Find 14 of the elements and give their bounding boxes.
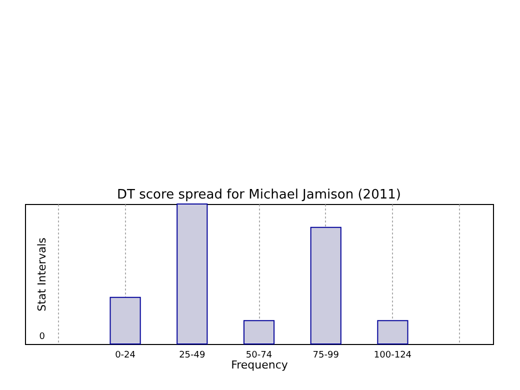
bar xyxy=(243,320,275,344)
x-tick-label: 0-24 xyxy=(115,350,136,360)
annotation: 0 xyxy=(39,332,46,342)
x-tick-label: 75-99 xyxy=(312,350,340,360)
x-tick-label: 50-74 xyxy=(246,350,272,360)
chart-title: DT score spread for Michael Jamison (2011) xyxy=(117,188,401,202)
bar xyxy=(176,204,208,344)
bar xyxy=(310,226,342,344)
bar xyxy=(110,296,141,344)
x-tick-label: 25-49 xyxy=(179,350,206,360)
x-axis-title: Frequency xyxy=(231,358,288,372)
bar xyxy=(377,320,408,344)
y-axis-title: Stat Intervals xyxy=(36,237,48,312)
x-tick-label: 100-124 xyxy=(374,350,412,360)
